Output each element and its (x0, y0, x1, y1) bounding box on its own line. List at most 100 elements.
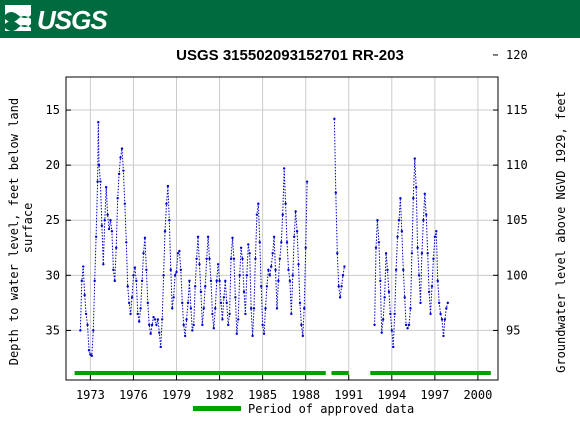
data-point (412, 197, 415, 200)
data-point (443, 318, 447, 321)
y-right-tick-label: 100 (506, 268, 528, 282)
data-point (252, 307, 256, 310)
data-point (409, 307, 412, 310)
data-point (278, 257, 282, 260)
data-point (222, 296, 226, 299)
data-point (425, 213, 428, 216)
data-point (232, 257, 236, 260)
data-point (93, 279, 96, 283)
data-point (90, 354, 94, 357)
legend-label: Period of approved data (248, 402, 414, 416)
data-point (102, 263, 105, 266)
approved-period-bar (370, 371, 491, 375)
data-point (123, 202, 127, 205)
data-point (373, 323, 376, 327)
data-point (430, 285, 434, 288)
data-point (185, 318, 188, 321)
data-point (298, 301, 302, 305)
y-left-tick-label: 15 (46, 103, 60, 117)
data-point (254, 257, 257, 260)
data-point (160, 318, 164, 321)
data-point (419, 301, 422, 305)
data-point (343, 265, 346, 268)
data-point (110, 230, 114, 233)
data-point (92, 329, 95, 332)
data-point (245, 274, 249, 277)
data-point (176, 252, 180, 255)
data-point (284, 202, 287, 205)
data-point (172, 296, 175, 299)
data-point (340, 285, 343, 288)
data-point (112, 268, 115, 272)
data-point (399, 197, 402, 200)
data-point (169, 268, 172, 272)
data-point (153, 318, 157, 321)
series-line (374, 158, 449, 347)
data-point (282, 167, 286, 170)
data-point (235, 332, 238, 335)
data-point (196, 235, 200, 238)
data-point (178, 249, 181, 253)
data-point (271, 252, 274, 255)
data-point (80, 279, 83, 283)
data-point (84, 312, 88, 316)
data-point (301, 334, 305, 338)
data-point (404, 323, 408, 327)
data-point (183, 334, 187, 338)
data-point (437, 301, 441, 305)
data-point (287, 268, 290, 272)
data-point (201, 323, 204, 327)
data-point (261, 323, 264, 327)
data-point (440, 318, 444, 321)
x-tick-label: 1982 (205, 388, 234, 402)
data-point (436, 279, 439, 283)
data-point (120, 147, 124, 150)
x-tick-label: 1973 (76, 388, 105, 402)
data-point (150, 323, 154, 327)
data-point (238, 274, 241, 277)
x-tick-label: 1991 (334, 388, 363, 402)
usgs-wave-icon (5, 5, 31, 31)
data-point (221, 318, 224, 321)
data-point (396, 235, 399, 238)
data-point (389, 312, 392, 316)
y-left-tick-label: 35 (46, 323, 60, 337)
data-point (272, 235, 276, 238)
data-point (381, 318, 385, 321)
approved-period-bar (331, 371, 349, 375)
y-axis-right-label: Groundwater level above NGVD 1929, feet (554, 91, 568, 373)
data-point (383, 296, 386, 299)
data-point (168, 219, 171, 222)
data-point (239, 246, 243, 249)
data-point (294, 210, 297, 213)
data-point (212, 327, 216, 330)
data-point (79, 329, 82, 332)
data-point (119, 156, 122, 159)
data-point (414, 185, 418, 189)
data-point (109, 219, 112, 222)
data-point (394, 268, 398, 272)
data-point (96, 180, 99, 183)
plot-frame (65, 76, 499, 381)
data-point (126, 285, 129, 288)
x-tick-label: 1979 (162, 388, 191, 402)
series-line (79, 122, 308, 357)
data-point (208, 257, 211, 260)
data-point (386, 268, 389, 272)
data-point (191, 329, 194, 332)
data-point (149, 332, 152, 335)
groundwater-chart: USGS 315502093152701 RR-203 1973 1976 1979… (7, 47, 568, 416)
data-point (374, 246, 378, 249)
data-point (106, 213, 109, 216)
data-point (199, 290, 203, 294)
data-point (413, 157, 416, 160)
y-left-tick-label: 30 (46, 268, 60, 282)
data-point (226, 323, 230, 327)
data-point (104, 185, 108, 189)
data-point (264, 307, 267, 310)
data-point (182, 323, 185, 327)
data-point (152, 315, 155, 319)
data-point (132, 274, 135, 277)
usgs-logo[interactable]: USGS (4, 3, 108, 35)
data-point (292, 235, 296, 238)
